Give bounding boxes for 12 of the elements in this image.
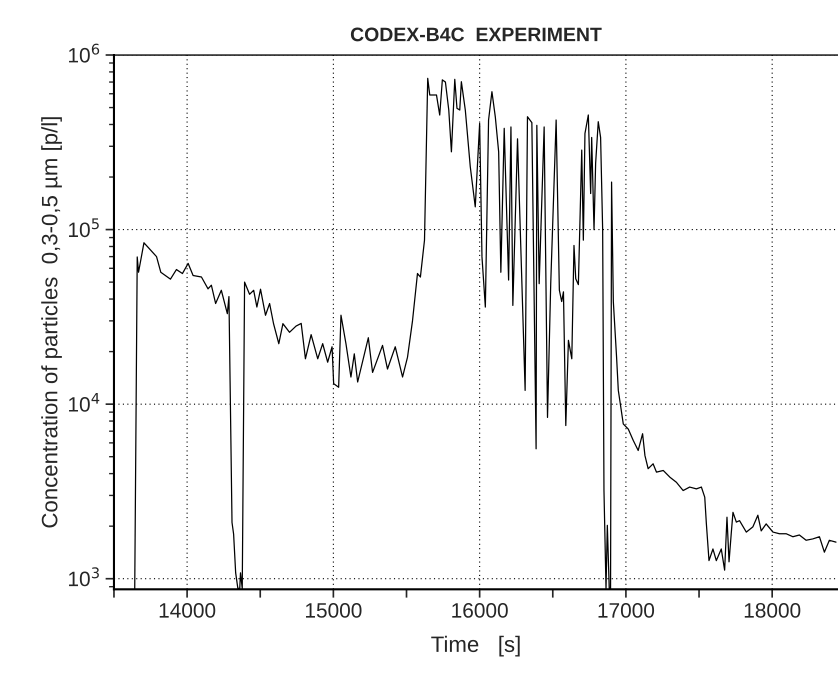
x-tick-label: 17000 [598, 603, 654, 618]
y-tick-label: 10$^{6}$ [69, 44, 100, 63]
x-axis-title: Time [s] [431, 636, 520, 656]
x-tick-label: 16000 [452, 603, 508, 618]
y-tick-label: 10$^{3}$ [69, 567, 99, 586]
chart-title: CODEX-B4C EXPERIMENT [350, 28, 602, 42]
x-tick-label: 14000 [160, 603, 216, 618]
y-tick-label: 10$^{4}$ [69, 392, 100, 412]
x-tick-label: 15000 [306, 603, 362, 618]
y-axis-title: Concentration of particles 0,3-0,5 µm [p/l] [41, 117, 62, 528]
x-tick-label: 18000 [744, 603, 800, 618]
y-tick-label: 10$^{5}$ [69, 218, 99, 238]
